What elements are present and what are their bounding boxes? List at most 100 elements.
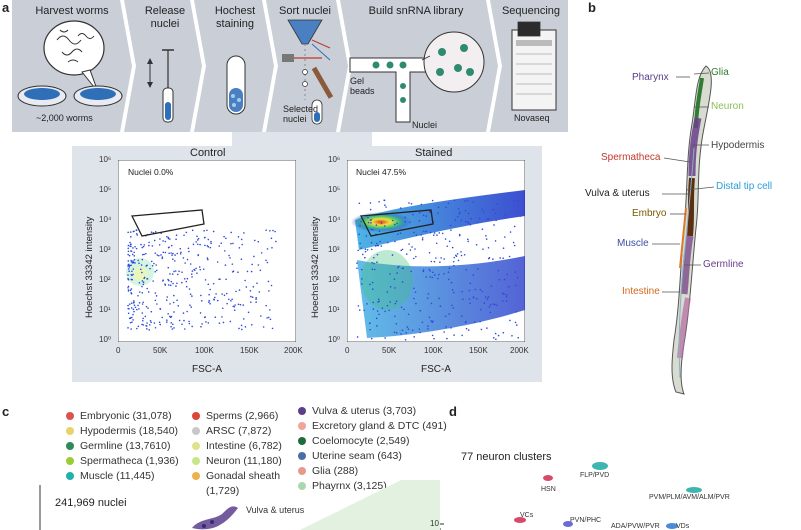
scatter-dot xyxy=(132,319,134,321)
scatter-dot xyxy=(361,283,363,285)
legend-dot xyxy=(192,457,200,465)
scatter-dot xyxy=(213,298,215,301)
scatter-dot xyxy=(363,309,365,312)
scatter-dot xyxy=(154,299,157,302)
scatter-dot xyxy=(489,304,492,306)
scatter-dot xyxy=(167,278,169,281)
scatter-dot xyxy=(174,254,176,256)
scatter-dot xyxy=(498,278,501,281)
scatter-dot xyxy=(455,254,457,257)
scatter-dot xyxy=(429,211,431,213)
scatter-dot xyxy=(142,317,144,320)
scatter-dot xyxy=(371,281,374,284)
scatter-dot xyxy=(383,225,386,227)
scatter-dot xyxy=(127,231,129,234)
scatter-dot xyxy=(385,206,387,208)
umap-axis-value: 10 xyxy=(430,519,439,528)
legend-label: Uterine seam (643) xyxy=(312,450,402,462)
scatter-dot xyxy=(148,241,150,244)
scatter-dot xyxy=(128,266,131,268)
scatter-dot xyxy=(469,223,472,226)
scatter-dot xyxy=(467,238,469,241)
scatter-dot xyxy=(433,260,436,263)
scatter-dot xyxy=(449,224,452,227)
scatter-dot xyxy=(127,286,129,289)
scatter-dot xyxy=(394,240,396,243)
worms-count-label: ~2,000 worms xyxy=(36,113,93,123)
scatter-dot xyxy=(397,266,399,269)
scatter-dot xyxy=(199,268,202,271)
scatter-dot xyxy=(420,234,422,236)
scatter-dot xyxy=(251,296,254,298)
scatter-dot xyxy=(430,260,433,263)
scatter-dot xyxy=(196,239,199,241)
scatter-dot xyxy=(373,262,375,265)
scatter-dot xyxy=(431,276,434,279)
scatter-dot xyxy=(153,239,156,242)
scatter-dot xyxy=(414,291,417,293)
scatter-dot xyxy=(433,337,435,340)
scatter-dot xyxy=(172,301,175,304)
scatter-dot xyxy=(482,248,484,250)
scatter-dot xyxy=(486,218,489,220)
y-tick: 10¹ xyxy=(99,305,111,314)
scatter-dot xyxy=(262,326,265,328)
scatter-dot xyxy=(488,306,491,308)
scatter-dot xyxy=(405,332,408,334)
scatter-dot xyxy=(238,289,241,291)
scatter-dot xyxy=(397,233,399,235)
scatter-dot xyxy=(514,321,517,324)
scatter-dot xyxy=(175,285,177,287)
scatter-dot xyxy=(399,232,402,234)
scatter-dot xyxy=(250,323,253,326)
scatter-dot xyxy=(158,244,161,246)
scatter-dot xyxy=(128,270,130,273)
scatter-dot xyxy=(127,263,130,266)
scatter-dot xyxy=(127,268,130,270)
scatter-dot xyxy=(497,334,500,337)
scatter-dot xyxy=(224,264,227,266)
scatter-dot xyxy=(150,310,153,313)
scatter-dot xyxy=(169,284,172,287)
scatter-dot xyxy=(133,301,135,304)
scatter-dot xyxy=(460,219,463,222)
scatter-dot xyxy=(216,261,219,263)
scatter-dot xyxy=(458,213,461,215)
scatter-dot xyxy=(477,221,479,224)
scatter-dot xyxy=(209,288,211,291)
scatter-dot xyxy=(421,238,424,241)
scatter-dot xyxy=(461,334,463,337)
scatter-dot xyxy=(207,238,210,241)
scatter-dot xyxy=(253,255,255,258)
control-gate xyxy=(130,209,205,237)
worm-label-hypodermis: Hypodermis xyxy=(711,140,765,151)
scatter-dot xyxy=(140,243,142,246)
scatter-dot xyxy=(231,263,234,265)
scatter-dot xyxy=(514,284,517,287)
x-tick: 200K xyxy=(284,346,303,355)
legend-item: Coelomocyte (2,549) xyxy=(298,435,409,447)
scatter-dot xyxy=(496,203,499,205)
scatter-dot xyxy=(496,304,498,306)
worm-label-distal-tip-cell: Distal tip cell xyxy=(716,181,773,192)
stained-tube-icon xyxy=(226,55,246,115)
scatter-dot xyxy=(142,301,145,304)
scatter-dot xyxy=(379,240,381,243)
scatter-dot xyxy=(134,262,136,264)
scatter-dot xyxy=(444,315,447,318)
scatter-dot xyxy=(256,282,258,284)
scatter-dot xyxy=(141,246,143,249)
scatter-dot xyxy=(141,312,144,314)
scatter-dot xyxy=(467,240,470,243)
scatter-dot xyxy=(464,220,467,223)
scatter-dot xyxy=(179,247,182,250)
legend-dot xyxy=(66,427,74,435)
scatter-dot xyxy=(178,319,181,322)
scatter-dot xyxy=(357,249,359,252)
scatter-dot xyxy=(472,274,475,276)
scatter-dot xyxy=(164,240,167,243)
scatter-dot xyxy=(208,299,211,302)
scatter-dot xyxy=(195,267,197,270)
scatter-dot xyxy=(270,284,273,287)
scatter-dot xyxy=(381,307,384,309)
